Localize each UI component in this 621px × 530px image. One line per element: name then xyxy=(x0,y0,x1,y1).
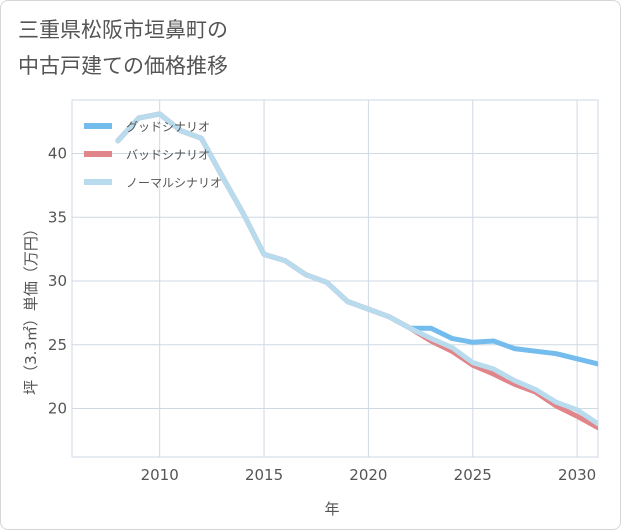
x-tick-label-2030: 2030 xyxy=(558,466,596,484)
grid-lines xyxy=(72,100,598,457)
y-axis-title: 坪（3.3㎡）単価（万円） xyxy=(22,221,40,395)
y-tick-label-35: 35 xyxy=(48,208,67,226)
x-axis-title: 年 xyxy=(324,500,339,518)
chart-title-line-1: 三重県松阪市垣鼻町の xyxy=(18,18,228,42)
legend-label-normal-scenario: ノーマルシナリオ xyxy=(126,176,222,190)
y-tick-label-30: 30 xyxy=(48,272,67,290)
x-tick-labels: 2010 2015 2020 2025 2030 xyxy=(141,466,597,484)
x-tick-label-2015: 2015 xyxy=(245,466,283,484)
legend-label-bad-scenario: バッドシナリオ xyxy=(126,148,210,162)
x-tick-label-2010: 2010 xyxy=(141,466,179,484)
x-tick-label-2025: 2025 xyxy=(454,466,492,484)
legend-label-good-scenario: グッドシナリオ xyxy=(126,120,210,134)
y-tick-label-25: 25 xyxy=(48,336,67,354)
x-tick-label-2020: 2020 xyxy=(349,466,387,484)
series-layer xyxy=(115,111,598,431)
chart-title-line-2: 中古戸建ての価格推移 xyxy=(18,54,228,78)
y-tick-label-40: 40 xyxy=(48,145,67,163)
y-tick-labels: 20 25 30 35 40 xyxy=(48,145,67,418)
plot-area-border xyxy=(71,99,599,458)
chart-title: 三重県松阪市垣鼻町の 中古戸建ての価格推移 xyxy=(18,12,228,84)
normal-scenario-line xyxy=(115,111,598,427)
y-tick-label-20: 20 xyxy=(48,400,67,418)
